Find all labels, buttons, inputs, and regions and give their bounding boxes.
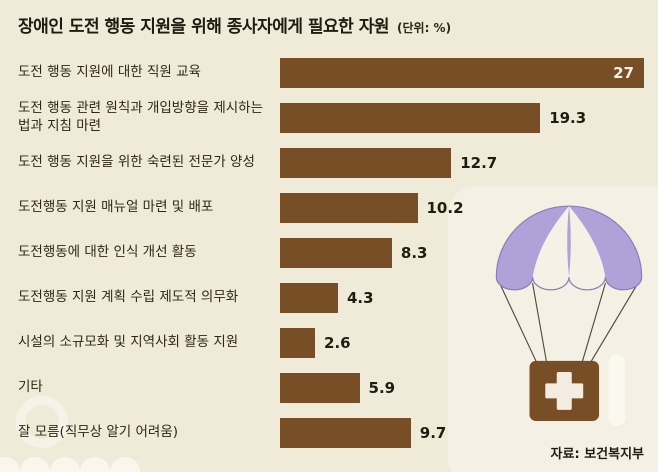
cross-icon (545, 371, 584, 410)
ring-decoration (16, 396, 68, 448)
parachute-strings-icon (497, 278, 641, 365)
category-label: 기타 (18, 378, 43, 395)
canopy-outline (495, 205, 643, 291)
value-label: 10.2 (426, 198, 464, 217)
source-note: 자료: 보건복지부 (550, 447, 644, 462)
bar (280, 372, 360, 403)
bar (280, 237, 392, 268)
bar (280, 417, 411, 448)
category-label: 시설의 소규모화 및 지역사회 활동 지원 (18, 333, 239, 350)
unit-label: (단위: %) (397, 21, 452, 35)
category-label: 도전행동 지원 계획 수립 제도적 의무화 (18, 288, 239, 305)
category-label: 도전행동 지원 매뉴얼 마련 및 배포 (18, 198, 214, 215)
bar-track: 5.9 (280, 372, 644, 403)
bar: 27 (280, 57, 644, 88)
bar-row: 기타 5.9 (18, 365, 644, 410)
bar (280, 327, 316, 358)
category-label: 도전 행동 지원에 대한 직원 교육 (18, 63, 201, 80)
parachute-canopy-icon (496, 206, 642, 290)
bar-chart: 도전 행동 지원에 대한 직원 교육 27 도전 행동 관련 원칙과 개입방향을 제… (18, 50, 644, 455)
value-label: 5.9 (368, 378, 396, 397)
value-label: 9.7 (419, 423, 447, 442)
bar-row: 도전 행동 관련 원칙과 개입방향을 제시하는 법과 지침 마련 19.3 (18, 95, 644, 140)
category-label: 도전 행동 관련 원칙과 개입방향을 제시하는 법과 지침 마련 (18, 99, 264, 134)
bar-row: 시설의 소규모화 및 지역사회 활동 지원 2.6 (18, 320, 644, 365)
bar-row: 잘 모름(직무상 알기 어려움) 9.7 (18, 410, 644, 455)
category-label: 도전 행동 지원을 위한 숙련된 전문가 양성 (18, 153, 255, 170)
bar-track: 8.3 (280, 237, 644, 268)
value-label: 19.3 (549, 108, 587, 127)
category-label: 도전행동에 대한 인식 개선 활동 (18, 243, 197, 260)
bar-track: 4.3 (280, 282, 644, 313)
category-label: 잘 모름(직무상 알기 어려움) (18, 423, 179, 440)
bar-track: 12.7 (280, 147, 644, 178)
canopy-panel-left (532, 206, 569, 290)
white-pill-decoration (608, 354, 626, 426)
canopy-panel-right (569, 206, 606, 290)
parachute-illustration (495, 205, 643, 426)
scallop-decoration (0, 457, 140, 472)
bar-row: 도전 행동 지원을 위한 숙련된 전문가 양성 12.7 (18, 140, 644, 185)
bar (280, 282, 338, 313)
value-label: 8.3 (400, 243, 428, 262)
value-label: 12.7 (460, 153, 498, 172)
bar-track: 19.3 (280, 102, 644, 133)
bar-row: 도전 행동 지원에 대한 직원 교육 27 (18, 50, 644, 95)
bar (280, 192, 418, 223)
bar-row: 도전행동 지원 계획 수립 제도적 의무화 4.3 (18, 275, 644, 320)
bar (280, 102, 541, 133)
value-label: 2.6 (324, 333, 351, 352)
bar-track: 9.7 (280, 417, 644, 448)
bar-row: 도전행동에 대한 인식 개선 활동 8.3 (18, 230, 644, 275)
bar (280, 147, 452, 178)
value-label: 4.3 (346, 288, 374, 307)
bar-track: 10.2 (280, 192, 644, 223)
bar-track: 27 (280, 57, 644, 88)
chart-title: 장애인 도전 행동 지원을 위해 종사자에게 필요한 자원 (18, 17, 390, 37)
bar-track: 2.6 (280, 327, 644, 358)
bar-row: 도전행동 지원 매뉴얼 마련 및 배포 10.2 (18, 185, 644, 230)
header: 장애인 도전 행동 지원을 위해 종사자에게 필요한 자원 (단위: %) (18, 12, 451, 37)
value-label: 27 (613, 63, 634, 82)
